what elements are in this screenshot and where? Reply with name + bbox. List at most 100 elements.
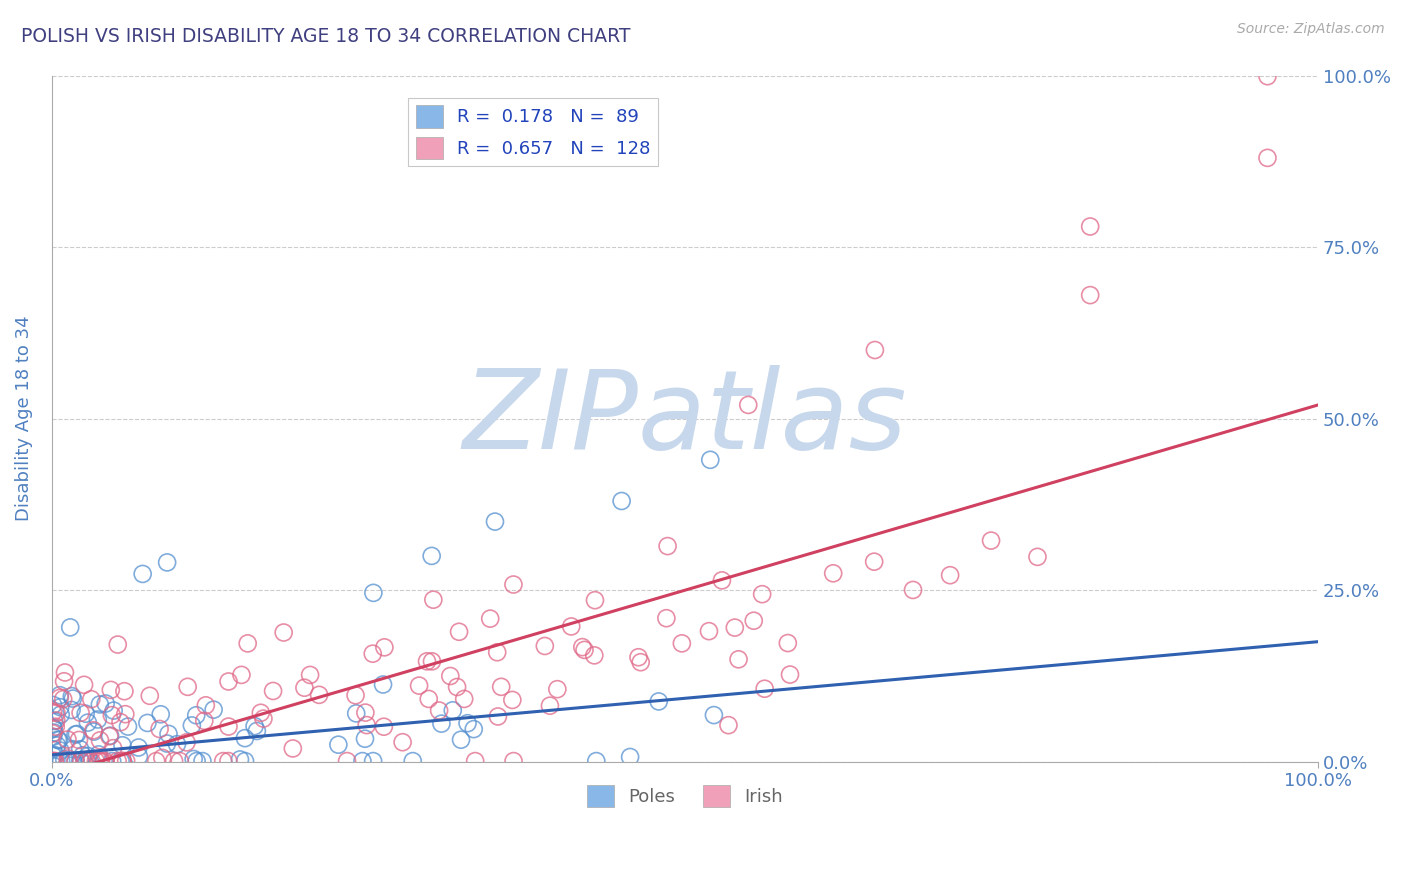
- Point: [489, 680, 512, 694]
- Point: [44, 714, 66, 728]
- Point: [249, 706, 271, 720]
- Point: [77, 715, 100, 730]
- Point: [60, 703, 83, 717]
- Point: [233, 754, 256, 768]
- Point: [128, 740, 150, 755]
- Point: [281, 741, 304, 756]
- Point: [183, 752, 205, 766]
- Point: [363, 586, 385, 600]
- Point: [111, 754, 134, 768]
- Point: [131, 566, 153, 581]
- Point: [42, 742, 65, 756]
- Point: [344, 688, 367, 702]
- Point: [114, 707, 136, 722]
- Point: [176, 680, 198, 694]
- Point: [273, 625, 295, 640]
- Point: [49, 707, 72, 722]
- Point: [89, 754, 111, 768]
- Point: [44, 754, 66, 768]
- Point: [901, 582, 924, 597]
- Point: [53, 665, 76, 680]
- Point: [110, 715, 132, 730]
- Point: [446, 680, 468, 694]
- Point: [233, 731, 256, 746]
- Point: [737, 398, 759, 412]
- Point: [98, 729, 121, 743]
- Point: [560, 619, 582, 633]
- Point: [45, 706, 67, 720]
- Point: [111, 738, 134, 752]
- Point: [610, 494, 633, 508]
- Point: [65, 754, 87, 768]
- Point: [308, 688, 330, 702]
- Point: [479, 612, 502, 626]
- Point: [194, 698, 217, 713]
- Point: [697, 624, 720, 639]
- Point: [336, 754, 359, 768]
- Point: [538, 698, 561, 713]
- Point: [193, 714, 215, 728]
- Point: [52, 692, 75, 706]
- Point: [464, 754, 486, 768]
- Point: [231, 668, 253, 682]
- Point: [449, 624, 471, 639]
- Point: [724, 621, 747, 635]
- Point: [751, 587, 773, 601]
- Point: [42, 698, 65, 712]
- Point: [420, 654, 443, 668]
- Point: [420, 549, 443, 563]
- Point: [863, 555, 886, 569]
- Point: [699, 452, 721, 467]
- Point: [70, 754, 93, 768]
- Point: [117, 720, 139, 734]
- Point: [823, 566, 845, 581]
- Point: [450, 732, 472, 747]
- Point: [352, 754, 374, 768]
- Point: [56, 732, 79, 747]
- Point: [501, 693, 523, 707]
- Point: [486, 709, 509, 723]
- Point: [44, 754, 66, 768]
- Text: POLISH VS IRISH DISABILITY AGE 18 TO 34 CORRELATION CHART: POLISH VS IRISH DISABILITY AGE 18 TO 34 …: [21, 27, 630, 45]
- Point: [571, 640, 593, 654]
- Point: [44, 725, 66, 739]
- Point: [111, 754, 134, 768]
- Point: [502, 754, 524, 768]
- Point: [156, 556, 179, 570]
- Point: [180, 718, 202, 732]
- Point: [107, 754, 129, 768]
- Point: [42, 722, 65, 736]
- Point: [1256, 151, 1278, 165]
- Point: [60, 689, 83, 703]
- Point: [1026, 549, 1049, 564]
- Point: [166, 737, 188, 751]
- Point: [62, 754, 84, 768]
- Point: [574, 643, 596, 657]
- Point: [408, 679, 430, 693]
- Point: [422, 592, 444, 607]
- Point: [49, 688, 72, 702]
- Point: [101, 754, 124, 768]
- Point: [84, 754, 107, 768]
- Point: [56, 751, 79, 765]
- Point: [779, 667, 801, 681]
- Point: [163, 754, 186, 768]
- Point: [42, 705, 65, 719]
- Point: [90, 754, 112, 768]
- Point: [103, 704, 125, 718]
- Point: [145, 754, 167, 768]
- Point: [72, 748, 94, 763]
- Point: [671, 636, 693, 650]
- Point: [89, 733, 111, 747]
- Point: [62, 691, 84, 706]
- Point: [149, 707, 172, 722]
- Point: [583, 593, 606, 607]
- Point: [94, 754, 117, 768]
- Point: [627, 650, 650, 665]
- Point: [98, 729, 121, 743]
- Point: [583, 648, 606, 663]
- Point: [361, 754, 384, 768]
- Point: [87, 754, 110, 768]
- Point: [45, 714, 67, 728]
- Point: [83, 723, 105, 738]
